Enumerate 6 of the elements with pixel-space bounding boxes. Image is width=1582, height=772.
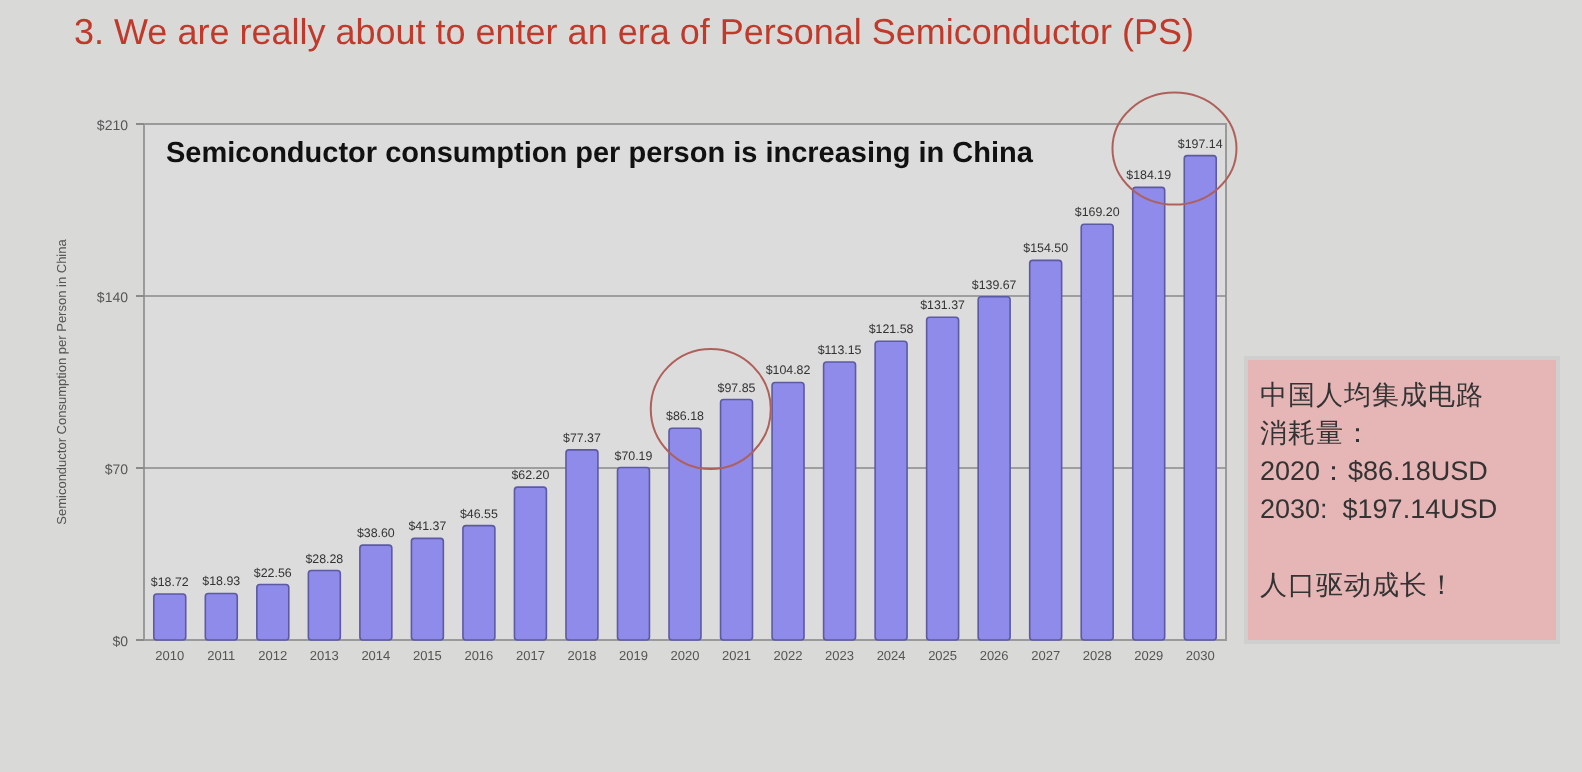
text: Semiconductor consumption per person is increasing in China — [166, 138, 1035, 170]
annotation: 2030: $197.14USD — [1260, 492, 1500, 528]
annotation: 人口驱动成长！ — [1260, 568, 1458, 604]
annotation: 2020：$86.18USD — [1260, 454, 1490, 490]
annotation: 中国人均集成电路消耗量： — [1260, 378, 1486, 452]
title: 3. We are really about to enter an era of Personal Semiconductor (PS) — [74, 12, 1194, 54]
